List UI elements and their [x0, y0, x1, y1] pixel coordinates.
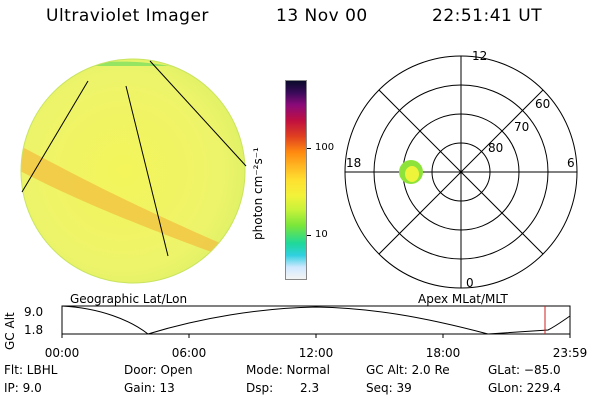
footer-mode: Mode: Normal — [246, 363, 330, 377]
altitude-box — [61, 305, 571, 335]
time-tick-label: 12:00 — [299, 346, 334, 360]
footer-flt: Flt: LBHL — [4, 363, 58, 377]
time-tick-label: 23:59 — [553, 346, 588, 360]
time-tick-label: 00:00 — [45, 346, 80, 360]
date-label: 13 Nov 00 — [276, 6, 368, 26]
footer-ip: IP: 9.0 — [4, 381, 42, 395]
left-caption: Geographic Lat/Lon — [70, 292, 187, 306]
footer-gain: Gain: 13 — [124, 381, 175, 395]
instrument-title: Ultraviolet Imager — [46, 6, 209, 26]
altitude-axis-label: GC Alt — [3, 312, 17, 350]
time-label: 22:51:41 UT — [432, 6, 543, 26]
footer-glat: GLat: −85.0 — [488, 363, 561, 377]
footer-dsp-label: Dsp: — [246, 381, 274, 395]
polar-label-12: 12 — [472, 49, 487, 63]
aurora-blob — [399, 160, 423, 184]
polar-plot: 12 18 6 0 60 70 80 — [344, 49, 578, 290]
colorbar-unit: photon cm⁻²s⁻¹ — [251, 147, 265, 240]
polar-label-70: 70 — [514, 120, 529, 134]
polar-label-6: 6 — [567, 156, 575, 170]
altitude-panel: Geographic Lat/Lon Apex MLat/MLT 9.0 1.8… — [3, 292, 588, 360]
footer-gcalt: GC Alt: 2.0 Re — [366, 363, 450, 377]
time-tick-label: 06:00 — [172, 346, 207, 360]
footer-glon: GLon: 229.4 — [488, 381, 561, 395]
geographic-image — [20, 58, 247, 284]
footer-dsp-value: 2.3 — [300, 381, 320, 395]
polar-label-0: 0 — [466, 276, 474, 290]
meridian-line — [21, 80, 89, 193]
colorbar-tick — [307, 148, 311, 149]
polar-label-80: 80 — [488, 141, 503, 155]
y-min-label: 1.8 — [24, 323, 43, 337]
polar-label-60: 60 — [535, 97, 550, 111]
footer-door: Door: Open — [124, 363, 193, 377]
colorbar-label-10: 10 — [315, 229, 328, 240]
colorbar-gradient — [285, 80, 307, 280]
time-tick-label: 18:00 — [426, 346, 461, 360]
meridian-line — [125, 85, 169, 257]
right-caption: Apex MLat/MLT — [418, 292, 508, 306]
footer-seq: Seq: 39 — [366, 381, 412, 395]
altitude-curve — [61, 305, 571, 335]
y-max-label: 9.0 — [24, 305, 43, 319]
polar-label-18: 18 — [346, 156, 361, 170]
colorbar-label-100: 100 — [315, 142, 335, 153]
header: Ultraviolet Imager 13 Nov 00 22:51:41 UT — [0, 6, 600, 30]
colorbar: 100 10 — [285, 80, 334, 280]
colorbar-tick — [307, 235, 311, 236]
meridian-line — [149, 60, 247, 167]
